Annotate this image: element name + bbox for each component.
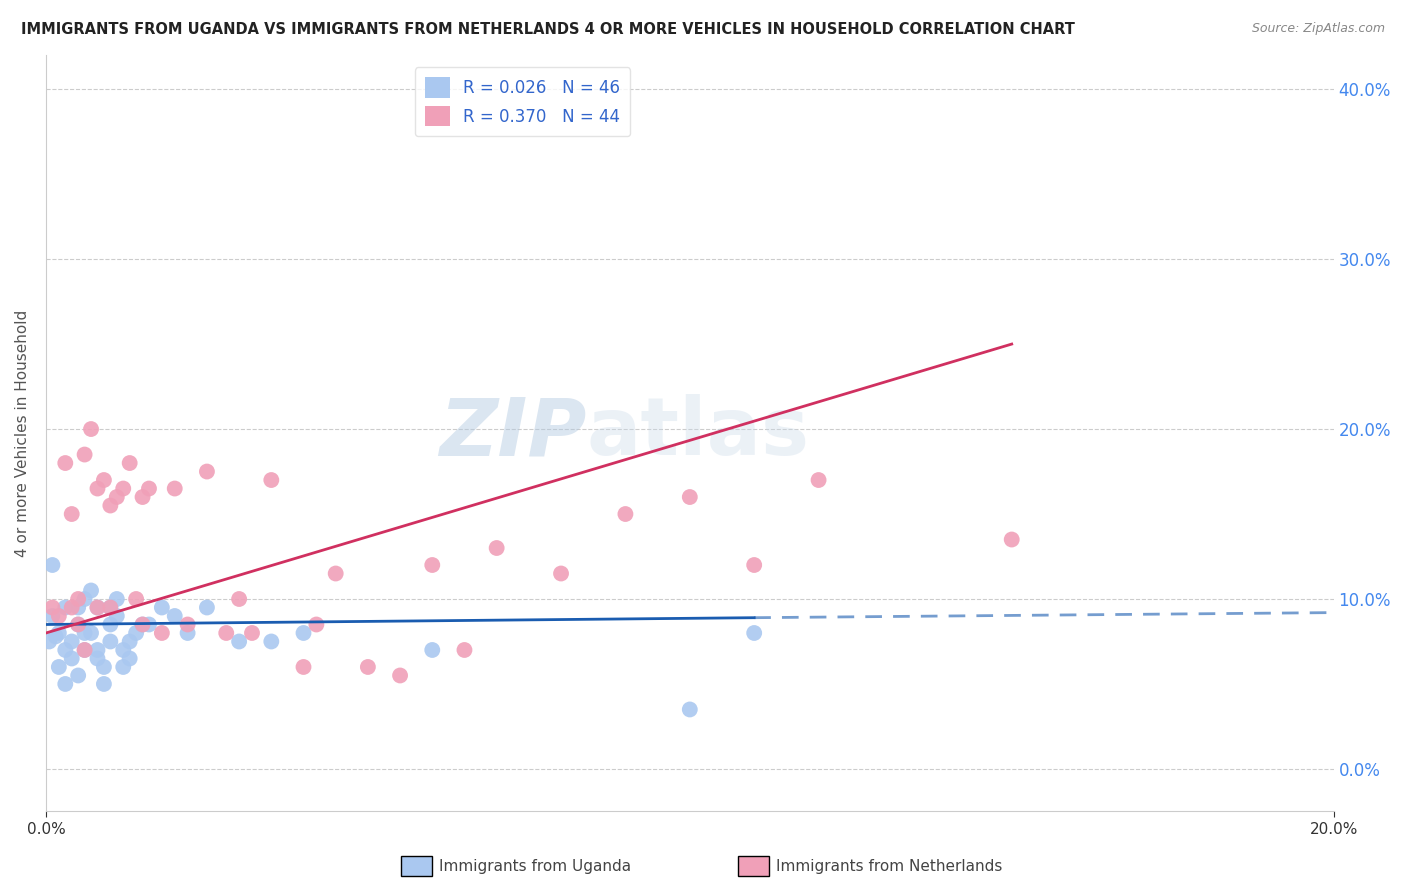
Point <box>679 702 702 716</box>
Y-axis label: 4 or more Vehicles in Household: 4 or more Vehicles in Household <box>15 310 30 557</box>
Point <box>86 600 108 615</box>
Point <box>215 626 238 640</box>
Point <box>41 600 63 615</box>
Point <box>112 643 135 657</box>
Text: atlas: atlas <box>586 394 810 472</box>
Point <box>73 643 96 657</box>
Point <box>60 507 83 521</box>
Point <box>325 566 347 581</box>
Point <box>67 617 90 632</box>
Point <box>53 677 76 691</box>
Point <box>38 634 60 648</box>
Point <box>305 617 328 632</box>
Point <box>150 600 173 615</box>
Point <box>60 634 83 648</box>
Point <box>118 456 141 470</box>
Legend: R = 0.026   N = 46, R = 0.370   N = 44: R = 0.026 N = 46, R = 0.370 N = 44 <box>415 67 630 136</box>
Point <box>240 626 263 640</box>
Point <box>105 490 128 504</box>
Point <box>86 600 108 615</box>
Point <box>60 600 83 615</box>
Point <box>150 626 173 640</box>
Point <box>98 499 121 513</box>
Point <box>118 634 141 648</box>
Point <box>86 651 108 665</box>
Point <box>93 660 115 674</box>
Point <box>41 558 63 572</box>
Point <box>86 482 108 496</box>
Point <box>53 456 76 470</box>
Point <box>73 448 96 462</box>
Point <box>614 507 637 521</box>
Point <box>125 592 148 607</box>
Point <box>60 651 83 665</box>
Point <box>80 626 103 640</box>
Point <box>73 643 96 657</box>
Point <box>389 668 412 682</box>
Point <box>73 592 96 607</box>
Point <box>73 626 96 640</box>
Point <box>485 541 508 555</box>
Point <box>1001 533 1024 547</box>
Point <box>48 609 70 624</box>
Point <box>98 617 121 632</box>
Point <box>105 609 128 624</box>
Point <box>228 592 250 607</box>
Point <box>86 643 108 657</box>
Point <box>67 668 90 682</box>
Point <box>292 660 315 674</box>
Point <box>93 677 115 691</box>
Point <box>453 643 475 657</box>
Point <box>112 660 135 674</box>
Point <box>260 473 283 487</box>
Text: Source: ZipAtlas.com: Source: ZipAtlas.com <box>1251 22 1385 36</box>
Point <box>48 660 70 674</box>
Point <box>138 617 160 632</box>
Point <box>679 490 702 504</box>
Point <box>112 482 135 496</box>
Point <box>550 566 572 581</box>
Point <box>742 558 765 572</box>
Point <box>67 617 90 632</box>
Point <box>195 465 218 479</box>
Point <box>420 643 443 657</box>
Point <box>67 592 90 607</box>
Point <box>41 609 63 624</box>
Point <box>80 583 103 598</box>
Point <box>105 592 128 607</box>
Point <box>131 617 153 632</box>
Point <box>131 490 153 504</box>
Text: IMMIGRANTS FROM UGANDA VS IMMIGRANTS FROM NETHERLANDS 4 OR MORE VEHICLES IN HOUS: IMMIGRANTS FROM UGANDA VS IMMIGRANTS FRO… <box>21 22 1076 37</box>
Point <box>292 626 315 640</box>
Point <box>228 634 250 648</box>
Point <box>98 634 121 648</box>
Point <box>98 600 121 615</box>
Point <box>93 473 115 487</box>
Point <box>176 617 198 632</box>
Point <box>357 660 380 674</box>
Point <box>67 600 90 615</box>
Point <box>53 643 76 657</box>
Point <box>163 482 186 496</box>
Point <box>118 651 141 665</box>
Point <box>131 617 153 632</box>
Point <box>195 600 218 615</box>
Text: Immigrants from Uganda: Immigrants from Uganda <box>439 859 631 873</box>
Point <box>742 626 765 640</box>
Text: ZIP: ZIP <box>440 394 586 472</box>
Point <box>138 482 160 496</box>
Point <box>45 629 67 643</box>
Point <box>163 609 186 624</box>
Point <box>48 626 70 640</box>
Point <box>176 626 198 640</box>
Point <box>420 558 443 572</box>
Point <box>260 634 283 648</box>
Point <box>807 473 830 487</box>
Point <box>125 626 148 640</box>
Point <box>53 600 76 615</box>
Text: Immigrants from Netherlands: Immigrants from Netherlands <box>776 859 1002 873</box>
Point <box>80 422 103 436</box>
Point <box>98 600 121 615</box>
